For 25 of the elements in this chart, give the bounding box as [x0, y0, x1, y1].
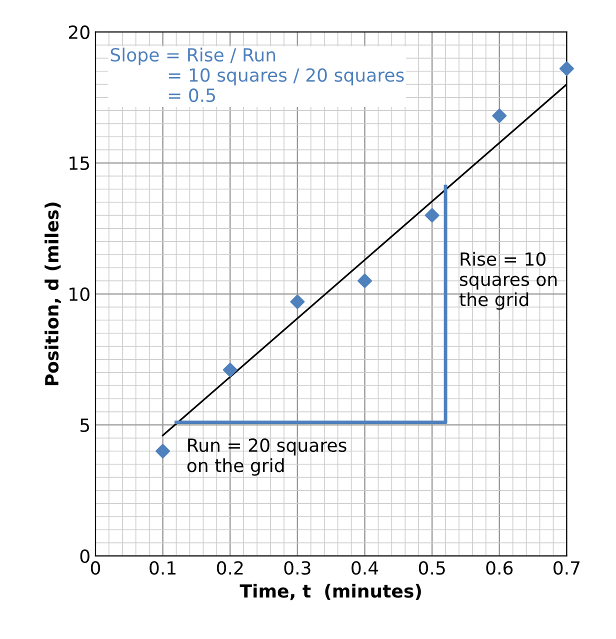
x-tick-label: 0.7	[554, 561, 580, 575]
point	[290, 294, 305, 310]
x-tick-label: 0.5	[418, 561, 445, 575]
y-tick-label: 0	[80, 549, 90, 564]
annotation: Run = 20 squares on the grid	[187, 438, 346, 476]
point	[156, 444, 170, 458]
x-tick-label: 0.1	[150, 561, 176, 575]
y-tick-label: 20	[68, 25, 90, 40]
point	[357, 274, 372, 288]
x-axis-title: Time, t (minutes)	[240, 584, 421, 600]
x-tick-label: 0.3	[284, 561, 310, 575]
point	[559, 61, 574, 76]
y-axis-title: Position, d (miles)	[44, 202, 61, 386]
annotation: Slope = Rise / Run = 10 squares / 20 squares = 0.5	[110, 48, 404, 102]
x-tick-label: 0.4	[352, 561, 378, 575]
x-tick-label: 0	[90, 561, 100, 575]
point	[222, 362, 238, 378]
x-tick-label: 0.6	[486, 561, 513, 575]
y-tick-label: 5	[80, 418, 90, 432]
x-tick-label: 0.2	[216, 561, 243, 575]
annotation: Rise = 10 squares on the grid	[459, 252, 557, 310]
point	[492, 108, 507, 124]
point	[424, 208, 440, 223]
y-tick-label: 10	[70, 287, 90, 302]
y-tick-label: 15	[70, 156, 90, 170]
